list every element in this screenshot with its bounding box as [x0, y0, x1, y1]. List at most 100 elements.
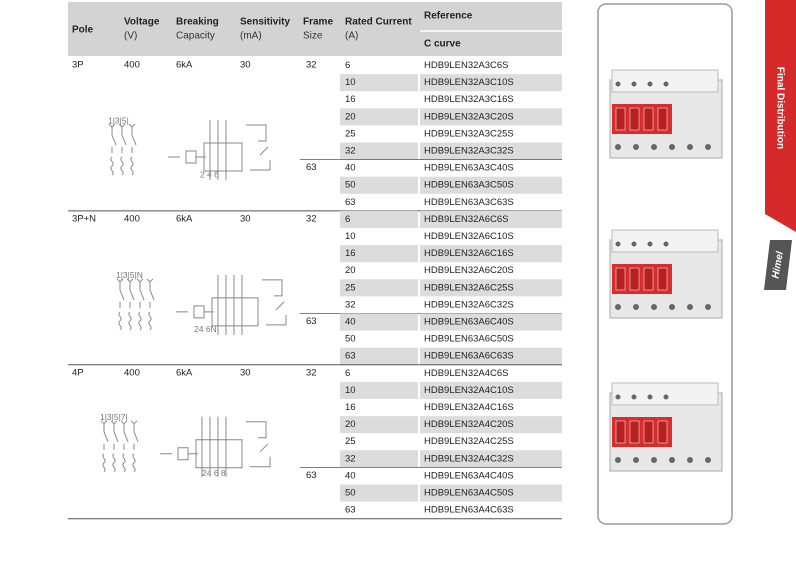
product-handle [643, 420, 654, 444]
rated-current: 10 [345, 385, 356, 396]
product-handle [629, 420, 640, 444]
row-shade [420, 347, 562, 365]
row-shade [340, 108, 418, 126]
column-header: (V) [124, 31, 137, 42]
brand-label: Himel [770, 250, 786, 279]
product-handle [615, 107, 626, 131]
column-header: Voltage [124, 17, 160, 28]
product-screw [633, 457, 639, 463]
sensitivity: 30 [240, 213, 251, 224]
product-handle [629, 267, 640, 291]
reference: HDB9LEN32A4C32S [424, 453, 514, 464]
rated-current: 63 [345, 505, 356, 516]
row-shade [340, 450, 418, 468]
rated-current: 32 [345, 453, 356, 464]
row-shade [340, 313, 418, 331]
product-handle [643, 267, 654, 291]
product-screw [651, 304, 657, 310]
column-header: Pole [72, 25, 94, 36]
column-header: Size [303, 31, 323, 42]
diagram-label: 24 6N [194, 324, 217, 334]
product-screw [663, 394, 669, 400]
reference: HDB9LEN63A3C63S [424, 197, 514, 208]
reference-header: Reference [424, 11, 473, 22]
breaking: 6kA [176, 367, 193, 378]
sensitivity: 30 [240, 367, 251, 378]
reference: HDB9LEN32A4C10S [424, 385, 514, 396]
product-handle [657, 420, 668, 444]
product-screw [615, 304, 621, 310]
product-screw [633, 144, 639, 150]
row-shade [340, 210, 418, 228]
product-screw [705, 457, 711, 463]
product-screw [631, 394, 637, 400]
side-tab [765, 0, 796, 232]
row-shade [420, 74, 562, 92]
brand-logo [764, 240, 792, 290]
product-screw [669, 304, 675, 310]
reference: HDB9LEN63A6C40S [424, 317, 514, 328]
voltage: 400 [124, 60, 140, 71]
product-screw [705, 304, 711, 310]
column-header: Frame [303, 17, 333, 28]
rated-current: 25 [345, 128, 356, 139]
product-screw [615, 81, 621, 87]
rated-current: 25 [345, 436, 356, 447]
diagram-label: 24 6 8 [202, 468, 226, 478]
curve-header: C curve [424, 39, 461, 50]
reference: HDB9LEN32A6C25S [424, 282, 514, 293]
row-shade [420, 416, 562, 434]
rated-current: 50 [345, 334, 356, 345]
rated-current: 20 [345, 111, 356, 122]
row-shade [340, 142, 418, 160]
header-bg [68, 2, 562, 56]
product-screw [615, 241, 621, 247]
product-screw [663, 81, 669, 87]
row-shade [340, 484, 418, 502]
reference: HDB9LEN32A3C16S [424, 94, 514, 105]
column-header: Rated Current [345, 17, 412, 28]
column-header: Breaking [176, 17, 219, 28]
reference: HDB9LEN32A3C6S [424, 60, 509, 71]
reference: HDB9LEN32A4C20S [424, 419, 514, 430]
rated-current: 63 [345, 351, 356, 362]
row-shade [420, 142, 562, 160]
reference: HDB9LEN32A6C20S [424, 265, 514, 276]
row-shade [340, 245, 418, 263]
row-shade [420, 210, 562, 228]
schematic [168, 120, 271, 180]
product-screw [647, 394, 653, 400]
reference: HDB9LEN63A6C50S [424, 334, 514, 345]
row-shade [340, 381, 418, 399]
product-handle [629, 107, 640, 131]
frame-size: 32 [306, 60, 317, 71]
pole: 4P [72, 367, 84, 378]
rated-current: 40 [345, 317, 356, 328]
rated-current: 20 [345, 265, 356, 276]
product-screw [687, 304, 693, 310]
row-shade [420, 450, 562, 468]
row-shade [340, 176, 418, 194]
rated-current: 40 [345, 163, 356, 174]
product-handle [657, 267, 668, 291]
rated-current: 6 [345, 214, 350, 225]
reference: HDB9LEN32A4C6S [424, 368, 509, 379]
product-top [611, 69, 719, 93]
reference: HDB9LEN63A4C40S [424, 470, 514, 481]
rated-current: 40 [345, 470, 356, 481]
product-handle [657, 107, 668, 131]
reference: HDB9LEN32A4C25S [424, 436, 514, 447]
column-header: Sensitivity [240, 17, 290, 28]
product-screw [651, 144, 657, 150]
product-top [611, 382, 719, 406]
column-header: (A) [345, 31, 358, 42]
product-screw [615, 394, 621, 400]
product-screw [705, 144, 711, 150]
rated-current: 10 [345, 231, 356, 242]
schematic [100, 420, 139, 473]
frame-size: 63 [306, 162, 317, 173]
row-shade [420, 381, 562, 399]
row-shade [340, 74, 418, 92]
reference: HDB9LEN63A4C63S [424, 505, 514, 516]
